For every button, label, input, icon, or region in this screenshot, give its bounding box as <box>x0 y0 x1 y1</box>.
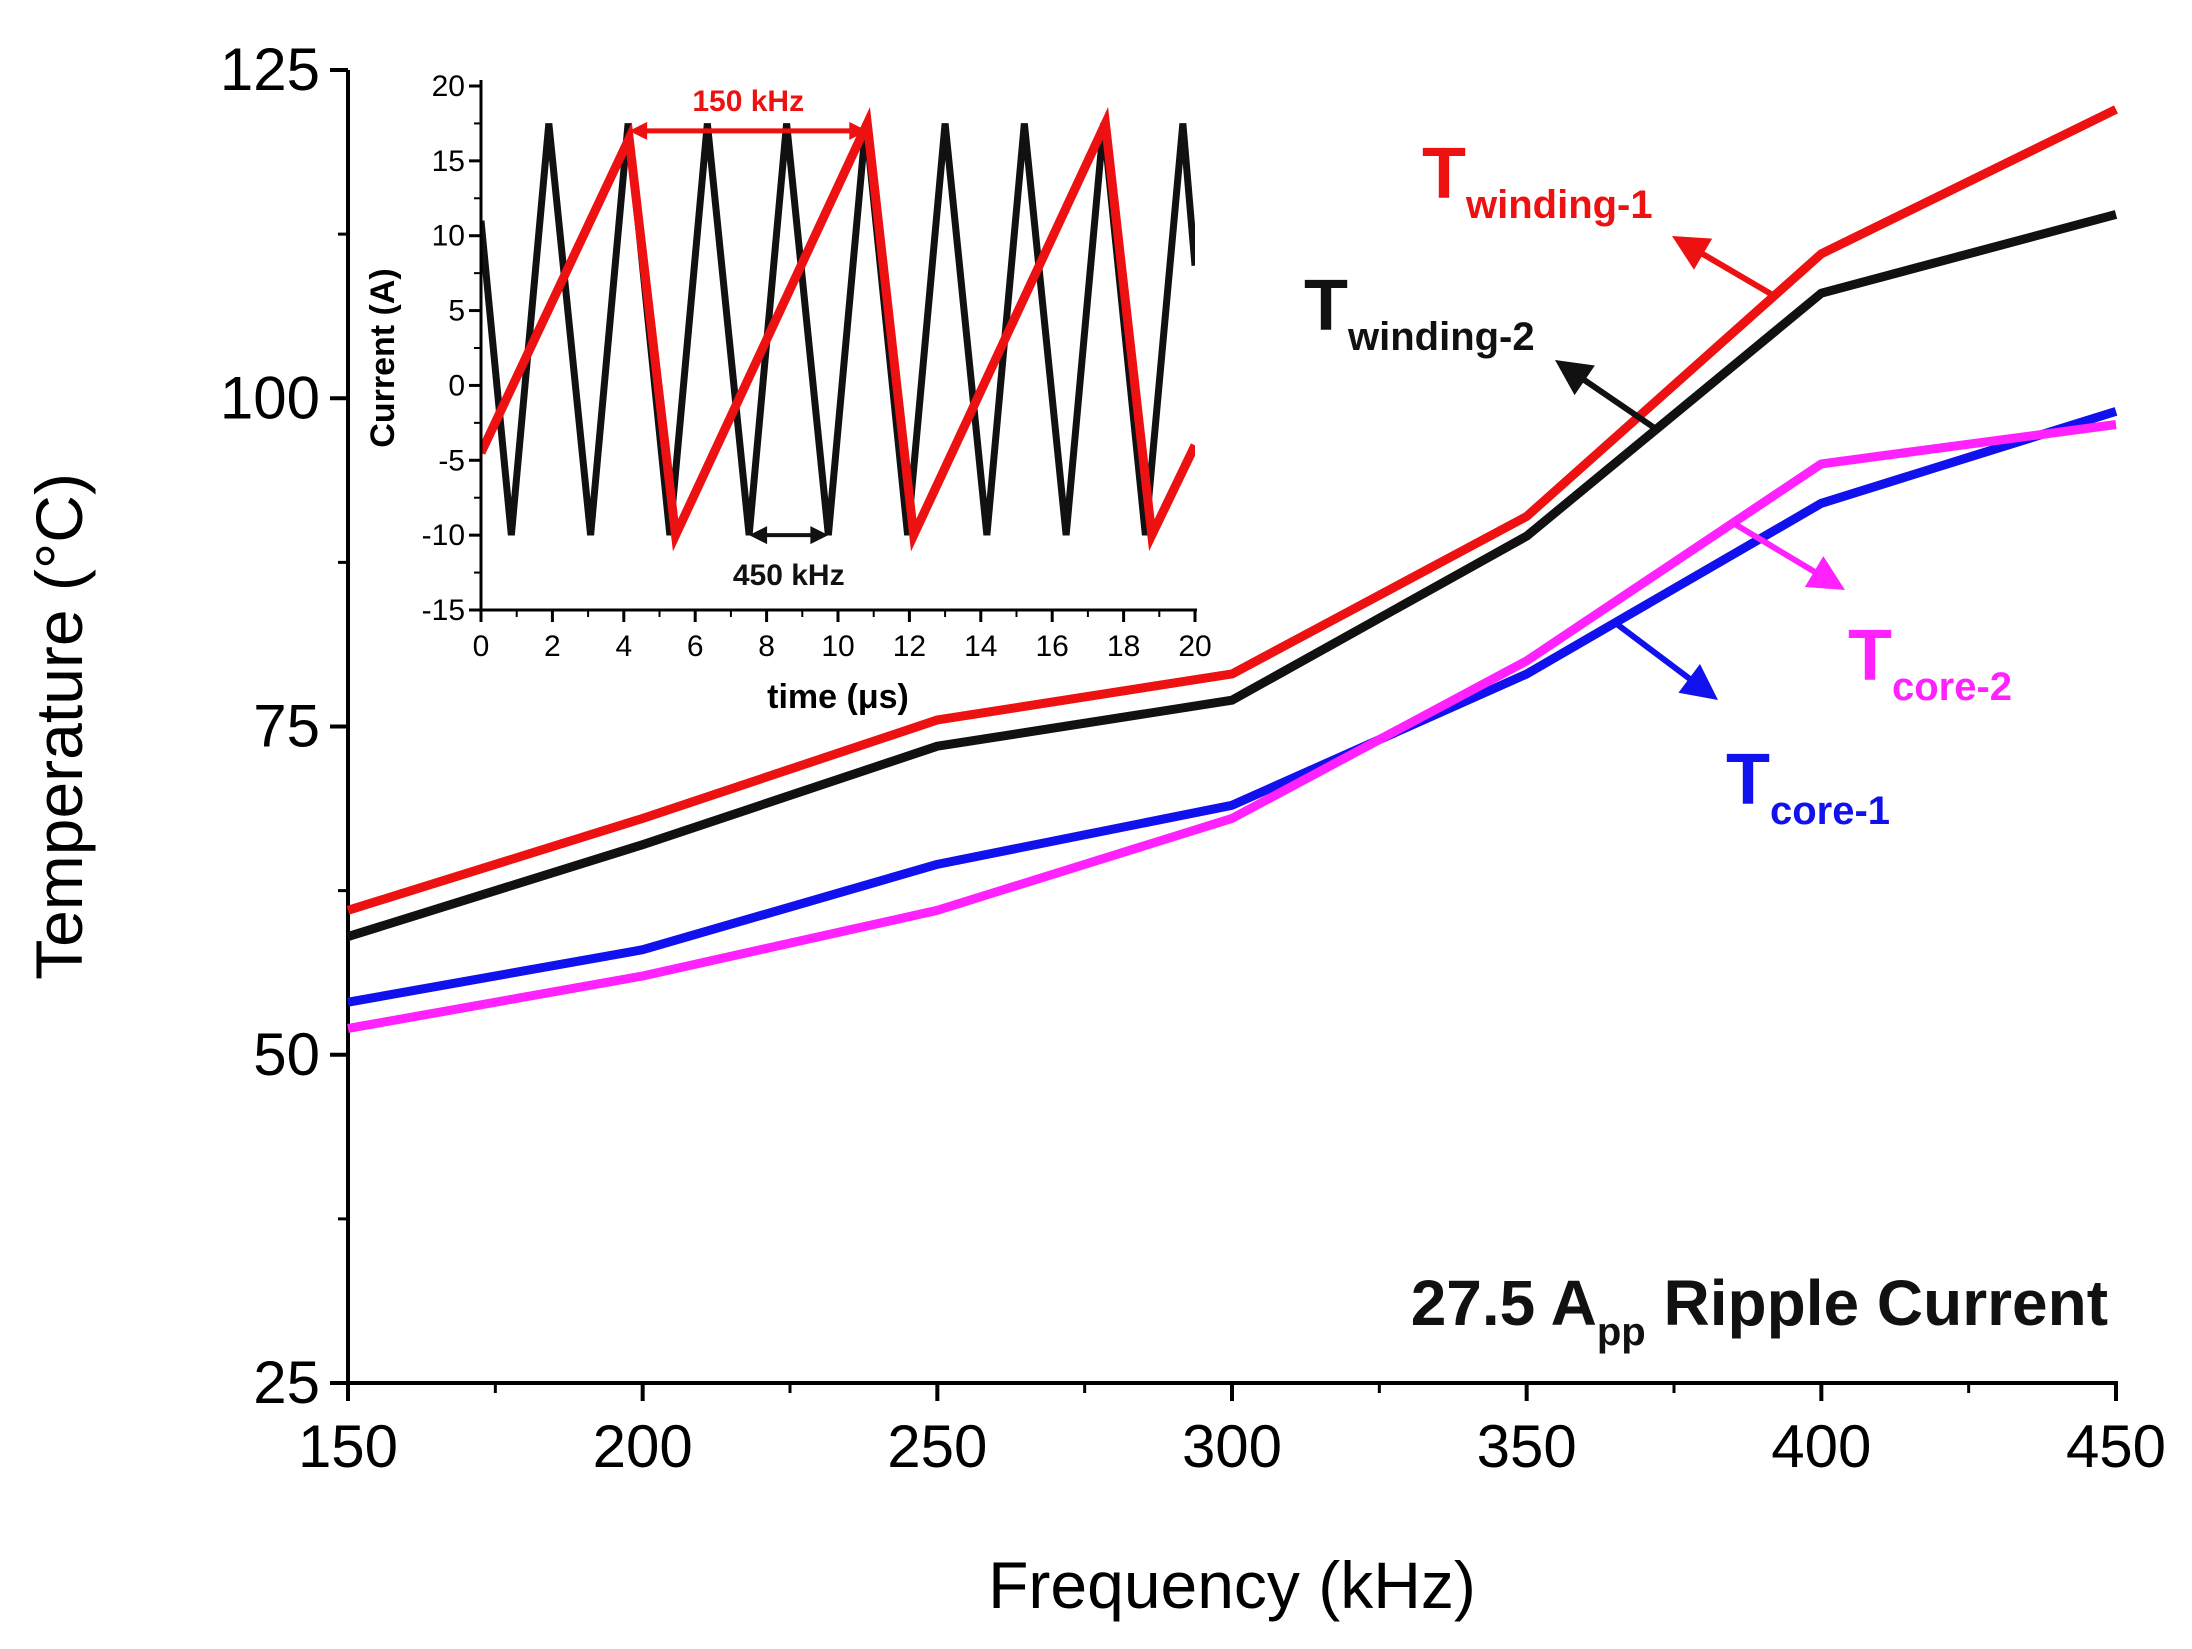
series-arrow-winding-1 <box>1672 236 1776 299</box>
period-arrow-150-kHz-head <box>849 121 868 140</box>
x-axis-label: Frequency (kHz) <box>988 1548 1476 1622</box>
inset-x-tick-label: 2 <box>544 630 561 663</box>
x-tick-label: 400 <box>1771 1413 1871 1480</box>
inset-y-tick-label: 0 <box>448 369 465 402</box>
y-tick-label: 125 <box>220 36 320 103</box>
inset-x-axis-label: time (μs) <box>767 678 909 716</box>
inset-y-tick-label: 20 <box>432 70 465 103</box>
period-arrow-150-kHz <box>629 121 868 140</box>
period-arrow-450-kHz <box>749 526 829 545</box>
inset-x-tick-label: 0 <box>473 630 490 663</box>
inset-x-tick-label: 12 <box>893 630 926 663</box>
period-label-450-kHz: 450 kHz <box>733 559 845 592</box>
inset-x-tick-label: 16 <box>1036 630 1069 663</box>
annotation-rest: Ripple Current <box>1646 1267 2108 1339</box>
period-arrow-150-kHz-head <box>629 121 648 140</box>
inset-x-tick-label: 10 <box>821 630 854 663</box>
series-arrow-winding-2 <box>1555 360 1659 432</box>
inset-plot: -15 -10 -5 0 5 10 15 20 0 2 4 6 8 10 12 14 16 18 20 time (μ… <box>364 70 1212 716</box>
x-tick-label: 150 <box>298 1413 398 1480</box>
inset-series-line-450-kHz <box>481 123 1195 536</box>
series-label-subscript: winding-1 <box>1465 183 1653 227</box>
inset-y-tick-label: -15 <box>422 594 465 627</box>
series-label-base: T <box>1848 616 1892 696</box>
series-arrow-winding-2-head <box>1555 360 1595 396</box>
series-arrow-winding-2-shaft <box>1577 373 1659 432</box>
series-arrow-core-1-head <box>1678 663 1718 700</box>
series-label-base: T <box>1304 266 1348 346</box>
series-arrow-core-1-shaft <box>1613 620 1697 686</box>
inset-x-tick-label: 6 <box>687 630 704 663</box>
series-label-base: T <box>1726 740 1770 820</box>
annotation-subscript: pp <box>1597 1310 1646 1354</box>
x-tick-label: 200 <box>593 1413 693 1480</box>
inset-series-line-150-kHz <box>481 107 1195 552</box>
series-label-core-2: Tcore-2 <box>1848 616 2012 709</box>
series-arrow-core-1 <box>1613 620 1718 700</box>
y-axis-label: Temperature (°C) <box>22 473 96 980</box>
series-label-subscript: winding-2 <box>1347 315 1535 359</box>
annotation-main: 27.5 A <box>1411 1267 1597 1339</box>
x-tick-label: 450 <box>2066 1413 2166 1480</box>
series-label-winding-2: Twinding-2 <box>1304 266 1535 359</box>
inset-x-tick-label: 4 <box>615 630 632 663</box>
y-tick-label: 75 <box>253 693 320 760</box>
y-tick-label: 100 <box>220 364 320 431</box>
series-label-subscript: core-1 <box>1770 789 1890 833</box>
period-label-150-kHz: 150 kHz <box>692 85 804 118</box>
ripple-current-annotation: 27.5 App Ripple Current <box>1411 1267 2108 1354</box>
series-label-core-1: Tcore-1 <box>1726 740 1890 833</box>
series-arrow-winding-1-shaft <box>1695 247 1776 299</box>
inset-x-tick-label: 14 <box>964 630 997 663</box>
series-arrow-core-2-shaft <box>1731 520 1822 578</box>
series-arrow-winding-1-head <box>1672 236 1713 270</box>
y-tick-label: 25 <box>253 1349 320 1416</box>
series-arrow-core-2-head <box>1804 556 1845 590</box>
inset-y-tick-label: 10 <box>432 220 465 253</box>
series-label-subscript: core-2 <box>1892 665 2012 709</box>
period-arrow-450-kHz-head <box>810 526 829 545</box>
inset-y-tick-label: 5 <box>448 295 465 328</box>
inset-y-tick-label: -10 <box>422 519 465 552</box>
y-tick-label: 50 <box>253 1021 320 1088</box>
series-label-winding-1: Twinding-1 <box>1422 134 1653 227</box>
inset-x-tick-label: 20 <box>1178 630 1211 663</box>
inset-series-group <box>481 107 1195 552</box>
inset-x-tick-label: 8 <box>758 630 775 663</box>
period-label-background <box>663 80 834 119</box>
inset-y-tick-label: -5 <box>438 444 465 477</box>
inset-x-tick-label: 18 <box>1107 630 1140 663</box>
x-tick-label: 250 <box>887 1413 987 1480</box>
period-arrow-450-kHz-head <box>749 526 768 545</box>
x-tick-label: 300 <box>1182 1413 1282 1480</box>
inset-y-axis-label: Current (A) <box>364 268 402 447</box>
inset-y-tick-label: 15 <box>432 145 465 178</box>
series-label-base: T <box>1422 134 1466 214</box>
series-arrow-core-2 <box>1731 520 1845 590</box>
x-tick-label: 350 <box>1477 1413 1577 1480</box>
